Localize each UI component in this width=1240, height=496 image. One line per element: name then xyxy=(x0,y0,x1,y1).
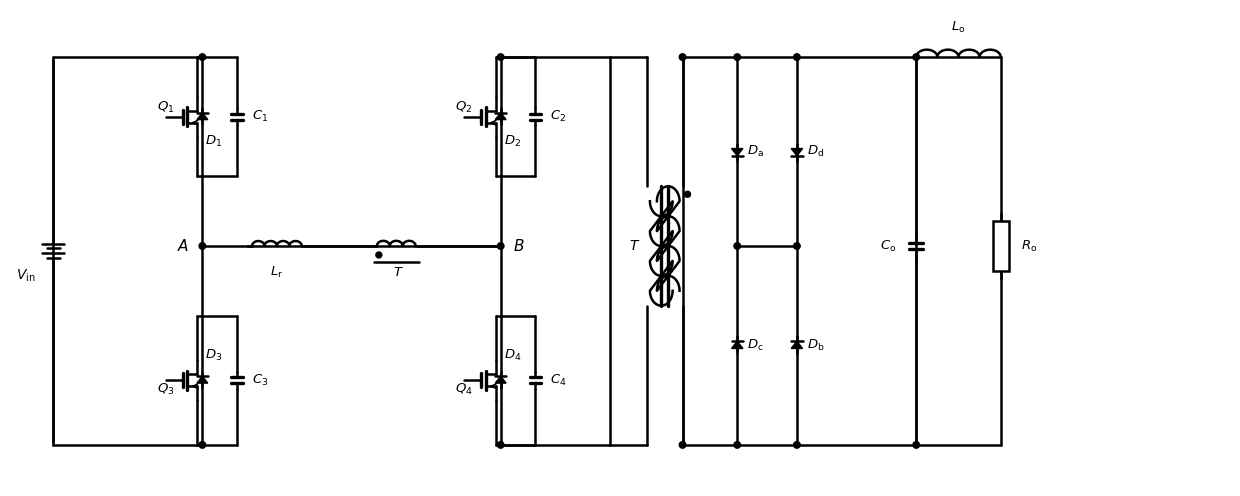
Text: $Q_4$: $Q_4$ xyxy=(455,381,472,397)
Text: $L_{\rm o}$: $L_{\rm o}$ xyxy=(951,20,966,35)
Circle shape xyxy=(200,243,206,249)
Bar xyxy=(993,221,1008,271)
Polygon shape xyxy=(197,376,208,383)
Text: $T$: $T$ xyxy=(629,239,641,253)
Text: $D_4$: $D_4$ xyxy=(503,348,521,363)
Circle shape xyxy=(497,243,503,249)
Polygon shape xyxy=(791,341,802,349)
Text: $C_2$: $C_2$ xyxy=(551,109,567,124)
Polygon shape xyxy=(495,113,506,120)
Polygon shape xyxy=(197,113,208,120)
Polygon shape xyxy=(495,376,506,383)
Text: $C_4$: $C_4$ xyxy=(551,372,567,388)
Circle shape xyxy=(913,54,920,61)
Text: $Q_2$: $Q_2$ xyxy=(455,100,472,116)
Circle shape xyxy=(913,441,920,448)
Circle shape xyxy=(200,54,206,61)
Text: $C_3$: $C_3$ xyxy=(252,372,268,388)
Circle shape xyxy=(734,243,740,249)
Circle shape xyxy=(497,54,503,61)
Text: $Q_3$: $Q_3$ xyxy=(156,381,175,397)
Text: $R_{\rm o}$: $R_{\rm o}$ xyxy=(1021,239,1037,253)
Text: $L_{\rm r}$: $L_{\rm r}$ xyxy=(270,265,284,280)
Text: $D_{\rm c}$: $D_{\rm c}$ xyxy=(748,338,764,353)
Text: $B$: $B$ xyxy=(512,238,525,254)
Text: $C_1$: $C_1$ xyxy=(252,109,268,124)
Circle shape xyxy=(680,441,686,448)
Text: $T$: $T$ xyxy=(393,266,404,279)
Circle shape xyxy=(734,441,740,448)
Circle shape xyxy=(376,252,382,258)
Text: $V_{\rm in}$: $V_{\rm in}$ xyxy=(16,268,35,284)
Text: $D_2$: $D_2$ xyxy=(503,134,521,149)
Circle shape xyxy=(794,441,800,448)
Circle shape xyxy=(200,441,206,448)
Polygon shape xyxy=(791,148,802,156)
Text: $D_{\rm d}$: $D_{\rm d}$ xyxy=(807,144,825,159)
Text: $D_1$: $D_1$ xyxy=(206,134,222,149)
Circle shape xyxy=(497,441,503,448)
Polygon shape xyxy=(732,148,743,156)
Text: $C_{\rm o}$: $C_{\rm o}$ xyxy=(880,239,897,253)
Polygon shape xyxy=(732,341,743,349)
Circle shape xyxy=(794,54,800,61)
Text: $D_3$: $D_3$ xyxy=(206,348,223,363)
Text: $A$: $A$ xyxy=(177,238,190,254)
Text: $Q_1$: $Q_1$ xyxy=(156,100,175,116)
Text: $D_{\rm a}$: $D_{\rm a}$ xyxy=(748,144,764,159)
Circle shape xyxy=(680,54,686,61)
Circle shape xyxy=(794,243,800,249)
Circle shape xyxy=(684,191,691,197)
Text: $D_{\rm b}$: $D_{\rm b}$ xyxy=(807,338,825,353)
Circle shape xyxy=(734,54,740,61)
